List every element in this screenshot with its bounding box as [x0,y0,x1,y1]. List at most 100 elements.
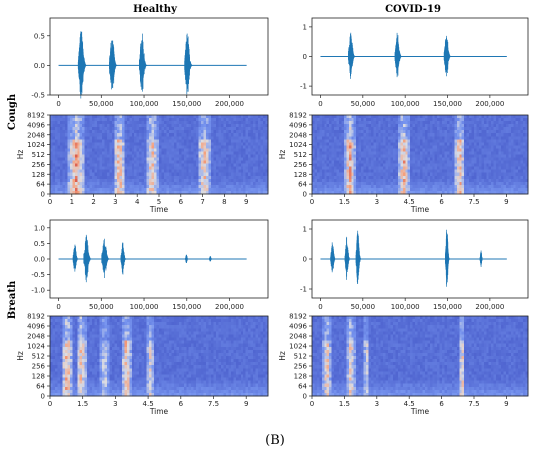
heatmap-cell [491,190,495,195]
heatmap-cell [255,184,259,189]
heatmap-cell [176,130,180,134]
heatmap-cell [356,187,360,192]
heatmap-cell [178,148,182,152]
heatmap-cell [106,142,110,146]
heatmap-cell [238,184,242,189]
heatmap-cell [156,142,160,146]
heatmap-cell [263,154,266,158]
heatmap-cell [181,130,185,134]
heatmap-cell [424,151,428,155]
heatmap-cell [131,124,135,128]
heatmap-cell [353,130,357,134]
heatmap-cell [481,157,485,161]
heatmap-cell [119,115,123,119]
heatmap-cell [59,124,63,128]
heatmap-cell [405,133,409,137]
heatmap-cell [82,139,86,143]
heatmap-cell [218,136,222,140]
heatmap-cell [223,157,227,161]
heatmap-cell [134,157,138,161]
heatmap-cell [378,121,382,125]
heatmap-cell [161,121,165,125]
heatmap-cell [114,130,118,134]
heatmap-cell [312,148,315,152]
heatmap-cell [515,166,519,171]
heatmap-cell [92,133,95,137]
heatmap-cell [390,115,394,119]
heatmap-cell [373,151,377,155]
heatmap-cell [388,115,391,119]
heatmap-cell [483,175,487,180]
heatmap-cell [134,133,138,137]
heatmap-cell [198,142,202,146]
heatmap-cell [434,172,438,177]
heatmap-cell [518,145,522,149]
heatmap-cell [341,172,345,177]
heatmap-cell [510,190,514,195]
heatmap-cell [324,127,328,131]
heatmap-cell [104,133,108,137]
heatmap-cell [329,151,333,155]
heatmap-cell [186,127,190,131]
heatmap-cell [238,142,242,146]
heatmap-cell [395,166,399,171]
heatmap-cell [233,133,237,137]
heatmap-cell [329,115,333,119]
heatmap-cell [471,130,475,134]
heatmap-cell [79,169,83,174]
heatmap-cell [493,127,497,131]
heatmap-cell [324,166,328,171]
heatmap-cell [518,130,522,134]
heatmap-cell [163,175,167,180]
heatmap-cell [439,190,443,195]
heatmap-cell [397,136,401,140]
heatmap-cell [510,178,514,183]
heatmap-cell [218,178,222,183]
heatmap-cell [378,124,382,128]
heatmap-cell [348,154,352,158]
heatmap-cell [109,139,113,143]
heatmap-cell [235,139,239,143]
heatmap-cell [361,175,364,180]
heatmap-cell [314,160,318,165]
heatmap-cell [368,160,372,165]
heatmap-cell [312,121,315,125]
heatmap-cell [515,142,519,146]
heatmap-cell [437,124,441,128]
heatmap-cell [341,169,345,174]
heatmap-cell [159,166,162,171]
heatmap-cell [486,145,490,149]
heatmap-cell [168,127,172,131]
heatmap-cell [341,154,345,158]
heatmap-cell [505,115,509,119]
heatmap-cell [106,154,110,158]
heatmap-cell [393,175,396,180]
x-axis-label: Time [149,205,169,214]
heatmap-cell [493,157,497,161]
heatmap-cell [358,151,362,155]
heatmap-cell [191,172,195,177]
heatmap-cell [444,115,448,119]
heatmap-cell [520,184,524,189]
heatmap-cell [178,130,182,134]
heatmap-cell [136,154,140,158]
heatmap-cell [331,181,335,186]
heatmap-cell [429,118,433,122]
heatmap-cell [523,169,526,174]
heatmap-cell [397,160,401,165]
heatmap-cell [405,190,409,195]
heatmap-cell [397,115,401,119]
heatmap-cell [415,154,418,158]
heatmap-cell [111,157,115,161]
heatmap-cell [451,166,455,171]
heatmap-cell [89,115,93,119]
heatmap-cell [99,148,103,152]
heatmap-cell [233,166,237,171]
heatmap-cell [92,151,95,155]
heatmap-cell [126,187,130,192]
heatmap-cell [380,139,384,143]
heatmap-cell [375,151,379,155]
heatmap-cell [513,142,517,146]
heatmap-cell [220,160,224,165]
